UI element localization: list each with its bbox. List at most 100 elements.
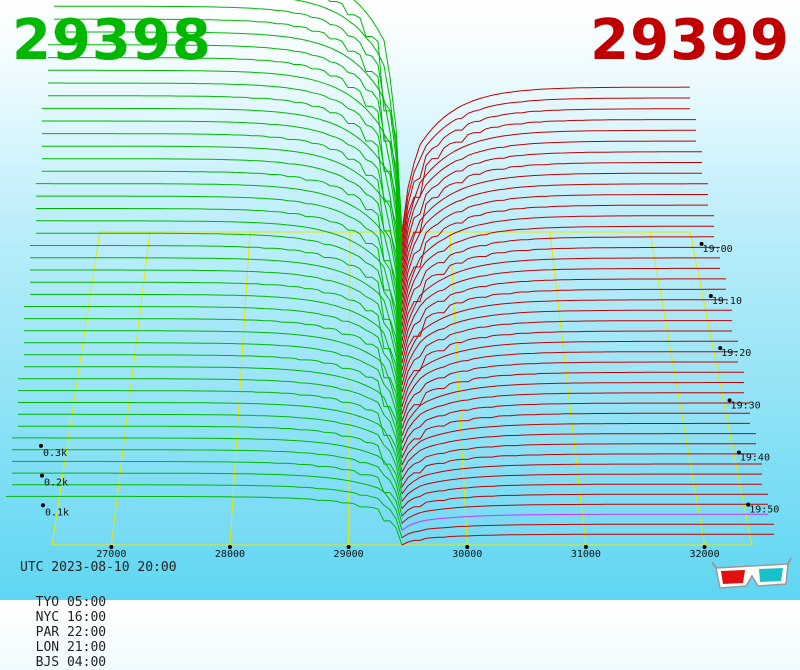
x-gridline xyxy=(649,231,706,546)
time-tick-mark xyxy=(736,450,741,455)
bid-depth-line xyxy=(12,437,403,509)
time-tick-label: 19:40 xyxy=(740,452,770,463)
x-tick-mark xyxy=(702,545,707,549)
ask-depth-line xyxy=(401,412,750,458)
time-tick-mark xyxy=(727,398,732,403)
bid-depth-line xyxy=(42,133,403,327)
bid-depth-line xyxy=(36,195,403,364)
bid-depth-line xyxy=(36,208,403,371)
bid-depth-line xyxy=(48,57,403,284)
bid-depth-line xyxy=(48,82,403,298)
ask-depth-line xyxy=(401,483,762,509)
x-tick-label: 31000 xyxy=(571,549,601,560)
clock-nyc: NYC 16:00 xyxy=(35,610,107,625)
3d-glasses-icon[interactable] xyxy=(712,558,792,592)
ask-depth-line xyxy=(401,267,720,356)
world-clocks: TYO 05:00 NYC 16:00 PAR 22:00 LON 21:00 … xyxy=(20,580,130,670)
bid-depth-line xyxy=(42,170,403,349)
latest-ask-line xyxy=(401,513,768,531)
bid-depth-line xyxy=(18,425,403,502)
ask-depth-line xyxy=(401,151,702,276)
bid-depth-line xyxy=(54,31,403,269)
ask-depth-line xyxy=(401,288,726,371)
ask-depth-line xyxy=(401,361,738,422)
clock-lon: LON 21:00 xyxy=(35,640,107,655)
ask-depth-line xyxy=(401,473,762,502)
ask-depth-line xyxy=(401,86,690,233)
y-tick-mark xyxy=(41,503,45,508)
axis-labels: 27000 28000 29000 30000 31000 32000 19:00 19:10… xyxy=(39,241,779,560)
x-gridline xyxy=(110,231,151,546)
bid-depth-line xyxy=(29,257,403,400)
bid-depth-line xyxy=(24,342,403,451)
time-tick-label: 19:30 xyxy=(731,400,761,411)
bid-depth-line xyxy=(30,293,403,422)
x-tick-mark xyxy=(227,545,232,549)
depth-chart: 27000 28000 29000 30000 31000 32000 19:00 19:10… xyxy=(6,0,779,560)
ask-depth-line xyxy=(401,119,696,254)
bid-depth-line xyxy=(36,232,403,385)
x-tick-mark xyxy=(583,545,588,549)
time-tick-label: 19:20 xyxy=(721,348,751,359)
bid-depth-line xyxy=(18,390,403,480)
bid-depth-line xyxy=(12,460,403,524)
y-tick-mark xyxy=(40,473,44,478)
bid-depth-line xyxy=(30,281,403,415)
y-tick-mark xyxy=(39,443,43,448)
x-tick-label: 30000 xyxy=(452,549,482,560)
time-tick-mark xyxy=(699,241,704,246)
time-tick-label: 19:10 xyxy=(712,296,742,307)
ask-depth-line xyxy=(401,194,708,305)
bid-depth-line xyxy=(12,472,403,531)
ask-depth-line xyxy=(401,523,774,539)
ask-depth-line xyxy=(401,215,714,320)
x-tick-label: 27000 xyxy=(96,549,126,560)
bid-depth-line xyxy=(293,0,403,247)
bid-depth-line xyxy=(328,0,403,240)
x-tick-mark xyxy=(109,545,114,549)
bid-depth-line xyxy=(42,120,403,320)
time-tick-mark xyxy=(718,346,723,351)
ask-depth-line xyxy=(401,392,744,444)
bid-depth-line xyxy=(54,18,403,262)
ask-depth-line xyxy=(401,533,774,546)
bid-depth-line xyxy=(48,95,403,305)
y-tick-label: 0.3k xyxy=(43,448,67,459)
bid-depth-line xyxy=(24,318,403,436)
ask-depth-line xyxy=(401,453,756,489)
ask-depth-line xyxy=(401,433,756,473)
x-tick-label: 28000 xyxy=(215,549,245,560)
x-tick-mark xyxy=(465,545,470,549)
ask-depth-line xyxy=(401,299,726,378)
ask-depth-line xyxy=(401,97,690,240)
bid-depth-line xyxy=(42,158,403,342)
bid-depth-line xyxy=(12,484,403,538)
ask-depth-line xyxy=(401,236,714,335)
ask-depth-line xyxy=(401,246,720,342)
bid-depth-line xyxy=(24,306,403,429)
bid-depth-line xyxy=(36,220,403,378)
utc-time: UTC 2023-08-10 20:00 xyxy=(20,560,177,575)
bid-depth-line xyxy=(6,495,403,546)
bid-depth-line xyxy=(24,354,403,458)
ask-depth-line xyxy=(401,422,750,466)
time-tick-mark xyxy=(746,502,751,507)
y-tick-label: 0.1k xyxy=(45,507,69,518)
bid-depth-line xyxy=(18,413,403,495)
clock-bjs: BJS 04:00 xyxy=(35,655,107,670)
bid-depth-line xyxy=(18,402,403,487)
bid-depth-line xyxy=(36,183,403,356)
ask-depth-line xyxy=(401,140,696,269)
time-tick-label: 19:50 xyxy=(749,505,779,516)
ask-depth-line xyxy=(401,257,720,349)
ask-depth-line xyxy=(401,340,738,407)
ask-depth-line xyxy=(401,183,708,298)
bid-depth-line xyxy=(48,69,403,291)
depth-snapshots xyxy=(6,0,774,546)
bid-depth-line xyxy=(30,245,403,393)
bid-depth-line xyxy=(54,5,403,254)
x-tick-label: 32000 xyxy=(689,549,719,560)
x-tick-mark xyxy=(346,545,351,549)
ask-depth-line xyxy=(401,503,768,525)
ask-depth-line xyxy=(401,225,714,327)
